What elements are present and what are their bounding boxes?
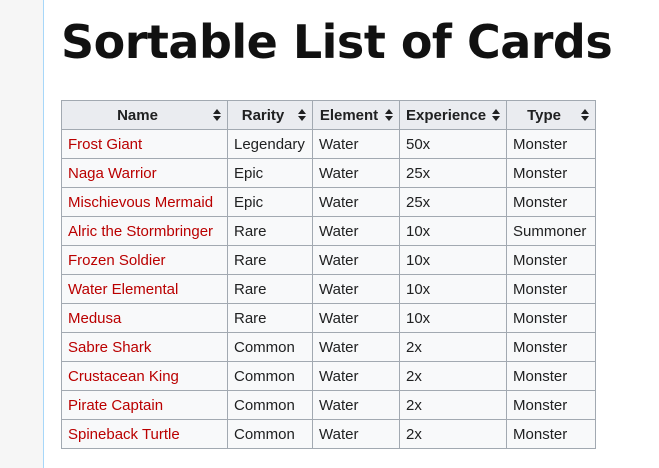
sort-arrows-icon: [492, 109, 501, 121]
cell-type: Monster: [506, 129, 597, 159]
sort-arrows-icon: [581, 109, 590, 121]
column-header-label: Rarity: [241, 106, 285, 124]
table-row: Frost Giant Legendary Water 50x Monster: [61, 129, 597, 159]
table-row: Naga Warrior Epic Water 25x Monster: [61, 158, 597, 188]
cell-element: Water: [312, 129, 400, 159]
cell-name: Crustacean King: [61, 361, 228, 391]
cell-type: Summoner: [506, 216, 597, 246]
table-row: Sabre Shark Common Water 2x Monster: [61, 332, 597, 362]
column-header-label: Element: [319, 106, 379, 124]
table-header-row: Name Rarity Element Experience Type: [61, 100, 597, 130]
cell-rarity: Common: [227, 332, 313, 362]
cell-rarity: Rare: [227, 303, 313, 333]
table-row: Medusa Rare Water 10x Monster: [61, 303, 597, 333]
column-header-label: Type: [527, 106, 561, 124]
card-link[interactable]: Mischievous Mermaid: [68, 193, 214, 211]
table-row: Water Elemental Rare Water 10x Monster: [61, 274, 597, 304]
cell-element: Water: [312, 332, 400, 362]
cell-type: Monster: [506, 303, 597, 333]
cell-element: Water: [312, 158, 400, 188]
table-row: Pirate Captain Common Water 2x Monster: [61, 390, 597, 420]
cell-name: Water Elemental: [61, 274, 228, 304]
table-row: Crustacean King Common Water 2x Monster: [61, 361, 597, 391]
content-area: Sortable List of Cards Name Rarity Eleme…: [43, 0, 659, 468]
card-link[interactable]: Medusa: [68, 309, 122, 327]
cell-element: Water: [312, 361, 400, 391]
cell-experience: 2x: [398, 361, 508, 391]
cell-element: Water: [312, 187, 400, 217]
cell-type: Monster: [506, 274, 597, 304]
column-header-type[interactable]: Type: [506, 100, 597, 130]
cell-experience: 10x: [398, 216, 508, 246]
cell-type: Monster: [506, 419, 597, 449]
column-header-label: Experience: [406, 106, 487, 124]
sort-arrows-icon: [385, 109, 393, 121]
table-row: Frozen Soldier Rare Water 10x Monster: [61, 245, 597, 275]
cell-element: Water: [312, 303, 400, 333]
table-row: Spineback Turtle Common Water 2x Monster: [61, 419, 597, 449]
cell-name: Mischievous Mermaid: [61, 187, 228, 217]
cell-experience: 10x: [398, 245, 508, 275]
cell-element: Water: [312, 274, 400, 304]
cell-type: Monster: [506, 361, 597, 391]
cell-type: Monster: [506, 158, 597, 188]
cell-rarity: Common: [227, 419, 313, 449]
cell-rarity: Legendary: [227, 129, 313, 159]
cell-name: Medusa: [61, 303, 228, 333]
card-link[interactable]: Spineback Turtle: [68, 425, 180, 443]
cell-rarity: Rare: [227, 216, 313, 246]
cards-table: Name Rarity Element Experience Type Fros…: [61, 100, 597, 449]
cell-experience: 2x: [398, 419, 508, 449]
card-link[interactable]: Frozen Soldier: [68, 251, 166, 269]
cell-rarity: Epic: [227, 187, 313, 217]
cell-type: Monster: [506, 187, 597, 217]
cell-name: Spineback Turtle: [61, 419, 228, 449]
card-link[interactable]: Sabre Shark: [68, 338, 152, 356]
cell-experience: 2x: [398, 390, 508, 420]
cell-rarity: Rare: [227, 274, 313, 304]
card-link[interactable]: Alric the Stormbringer: [68, 222, 214, 240]
cell-name: Naga Warrior: [61, 158, 228, 188]
card-link[interactable]: Frost Giant: [68, 135, 143, 153]
cell-type: Monster: [506, 390, 597, 420]
cell-experience: 50x: [398, 129, 508, 159]
cell-experience: 25x: [398, 187, 508, 217]
cell-experience: 10x: [398, 303, 508, 333]
cell-type: Monster: [506, 245, 597, 275]
cell-rarity: Rare: [227, 245, 313, 275]
cell-name: Frozen Soldier: [61, 245, 228, 275]
column-header-label: Name: [117, 106, 158, 124]
cell-element: Water: [312, 390, 400, 420]
column-header-element[interactable]: Element: [312, 100, 400, 130]
column-header-experience[interactable]: Experience: [398, 100, 508, 130]
column-header-rarity[interactable]: Rarity: [227, 100, 313, 130]
cell-rarity: Common: [227, 390, 313, 420]
cell-rarity: Common: [227, 361, 313, 391]
sort-arrows-icon: [298, 109, 306, 121]
cell-experience: 2x: [398, 332, 508, 362]
card-link[interactable]: Crustacean King: [68, 367, 179, 385]
cell-rarity: Epic: [227, 158, 313, 188]
column-header-name[interactable]: Name: [61, 100, 228, 130]
cell-name: Pirate Captain: [61, 390, 228, 420]
card-link[interactable]: Pirate Captain: [68, 396, 164, 414]
sort-arrows-icon: [213, 109, 221, 121]
cell-experience: 10x: [398, 274, 508, 304]
cell-element: Water: [312, 216, 400, 246]
card-link[interactable]: Water Elemental: [68, 280, 179, 298]
cell-name: Frost Giant: [61, 129, 228, 159]
cell-element: Water: [312, 419, 400, 449]
table-row: Mischievous Mermaid Epic Water 25x Monst…: [61, 187, 597, 217]
card-link[interactable]: Naga Warrior: [68, 164, 157, 182]
cell-name: Alric the Stormbringer: [61, 216, 228, 246]
cell-type: Monster: [506, 332, 597, 362]
cell-element: Water: [312, 245, 400, 275]
table-row: Alric the Stormbringer Rare Water 10x Su…: [61, 216, 597, 246]
page-title: Sortable List of Cards: [61, 15, 613, 69]
cell-name: Sabre Shark: [61, 332, 228, 362]
cell-experience: 25x: [398, 158, 508, 188]
